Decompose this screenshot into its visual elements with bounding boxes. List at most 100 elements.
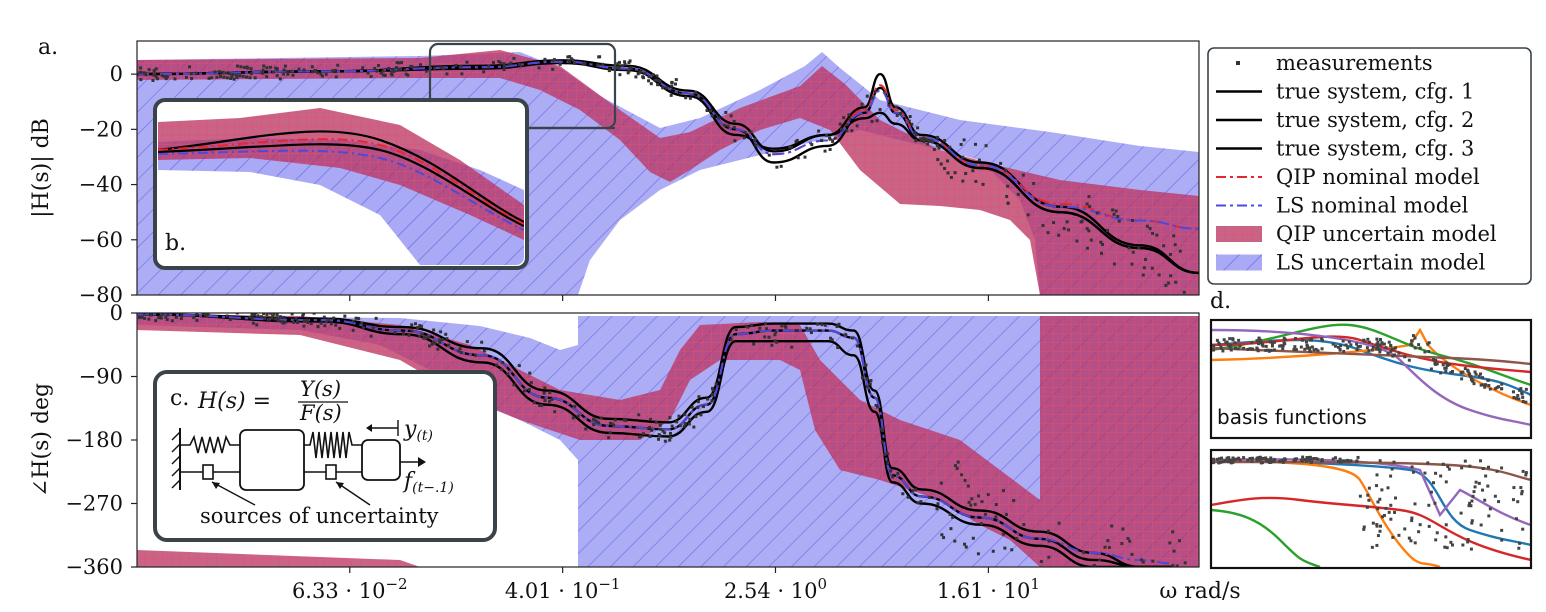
magnitude-measurement-dot <box>1155 233 1159 237</box>
basis-bottom-dot <box>1378 459 1382 463</box>
phase-measurement-dot <box>142 313 146 315</box>
phase-measurement-dot <box>874 403 878 407</box>
basis-top-dot <box>1246 347 1250 351</box>
magnitude-measurement-dot <box>627 69 631 73</box>
basis-bottom-dot <box>1308 458 1312 462</box>
phase-measurement-dot <box>657 437 661 441</box>
basis-top-dot <box>1292 348 1296 352</box>
phase-measurement-dot <box>276 316 280 320</box>
magnitude-measurement-dot <box>147 68 151 72</box>
phase-measurement-dot <box>869 379 873 383</box>
basis-top-dot <box>1381 342 1385 346</box>
magnitude-measurement-dot <box>629 66 633 70</box>
phase-measurement-dot <box>351 319 355 323</box>
basis-bottom-dot <box>1444 535 1448 539</box>
basis-top-dot <box>1445 363 1449 367</box>
basis-top-dot <box>1524 387 1528 391</box>
magnitude-measurement-dot <box>566 55 570 59</box>
phase-measurement-dot <box>805 326 809 330</box>
basis-bottom-dot <box>1300 459 1304 463</box>
magnitude-measurement-dot <box>379 71 383 75</box>
phase-measurement-dot <box>980 522 984 526</box>
phase-measurement-dot <box>276 319 280 323</box>
basis-bottom-dot <box>1246 458 1250 462</box>
phase-measurement-dot <box>744 324 748 328</box>
magnitude-measurement-dot <box>908 115 912 119</box>
basis-bottom-dot <box>1338 457 1342 461</box>
magnitude-measurement-dot <box>1087 229 1091 233</box>
panel-label-b: b. <box>165 231 186 256</box>
basis-bottom-dot <box>1497 500 1501 504</box>
phase-measurement-dot <box>868 382 872 386</box>
basis-bottom-dot <box>1320 459 1324 463</box>
magnitude-measurement-dot <box>151 78 155 82</box>
magnitude-measurement-dot <box>923 137 927 141</box>
phase-measurement-dot <box>711 393 715 397</box>
magnitude-measurement-dot <box>673 82 677 86</box>
basis-bottom-dot <box>1524 471 1528 475</box>
phase-measurement-dot <box>641 432 645 436</box>
phase-measurement-dot <box>259 315 263 319</box>
basis-top-dot <box>1227 343 1231 347</box>
phase-measurement-dot <box>1130 552 1134 556</box>
magnitude-measurement-dot <box>265 75 269 79</box>
basis-top-dot <box>1281 344 1285 348</box>
basis-bottom-dot <box>1346 458 1350 462</box>
basis-bottom-dot <box>1477 481 1481 485</box>
phase-measurement-dot <box>195 313 199 316</box>
magnitude-measurement-dot <box>403 68 407 72</box>
phase-measurement-dot <box>770 343 774 347</box>
phase-measurement-dot <box>860 376 864 380</box>
magnitude-measurement-dot <box>875 119 879 123</box>
magnitude-measurement-dot <box>409 65 413 69</box>
phase-measurement-dot <box>206 313 210 316</box>
phase-measurement-dot <box>495 363 499 367</box>
phase-measurement-dot <box>431 340 435 344</box>
magnitude-measurement-dot <box>313 68 317 72</box>
uncertainty-arrow-1-head <box>212 482 220 489</box>
phase-measurement-dot <box>837 322 841 326</box>
legend-swatch-ls-band <box>1216 254 1262 271</box>
basis-top-dot <box>1266 348 1270 352</box>
phase-measurement-dot <box>170 319 174 323</box>
magnitude-measurement-dot <box>583 62 587 66</box>
magnitude-measurement-dot <box>1101 242 1105 246</box>
magnitude-measurement-dot <box>643 72 647 76</box>
basis-top-dot <box>1314 347 1318 351</box>
phase-measurement-dot <box>880 440 884 444</box>
phase-measurement-dot <box>538 403 542 407</box>
phase-measurement-dot <box>432 328 436 332</box>
uncertainty-arrow-2-head <box>336 482 344 489</box>
basis-bottom-dot <box>1447 467 1451 471</box>
magnitude-measurement-dot <box>627 61 631 65</box>
phase-measurement-dot <box>820 323 824 327</box>
basis-bottom-dot <box>1472 490 1476 494</box>
basis-top-dot <box>1474 372 1478 376</box>
basis-top-dot <box>1272 340 1276 344</box>
phase-measurement-dot <box>458 347 462 351</box>
phase-measurement-dot <box>951 515 955 519</box>
phase-measurement-dot <box>592 423 596 427</box>
phase-measurement-dot <box>159 314 163 318</box>
qip-uncertain-band-phase <box>137 314 1199 567</box>
phase-measurement-dot <box>658 434 662 438</box>
phase-measurement-dot <box>143 316 147 320</box>
magnitude-measurement-dot <box>249 67 253 71</box>
phase-measurement-dot <box>654 420 658 424</box>
basis-bottom-dot <box>1250 456 1254 460</box>
magnitude-measurement-dot <box>442 67 446 71</box>
basis-top-dot <box>1282 341 1286 345</box>
magnitude-measurement-dot <box>275 68 279 72</box>
basis-top-dot <box>1255 339 1259 343</box>
basis-bottom-dot <box>1500 466 1504 470</box>
basis-bottom-dot <box>1427 503 1431 507</box>
phase-measurement-dot <box>302 319 306 323</box>
magnitude-measurement-dot <box>331 69 335 73</box>
inset-b-line-2 <box>158 143 524 227</box>
phase-measurement-dot <box>939 481 943 485</box>
basis-bottom-dot <box>1392 460 1396 464</box>
magnitude-measurement-dot <box>410 65 414 69</box>
basis-top-dot <box>1495 386 1499 390</box>
magnitude-measurement-dot <box>623 60 627 64</box>
basis-bottom-dot <box>1378 497 1382 501</box>
